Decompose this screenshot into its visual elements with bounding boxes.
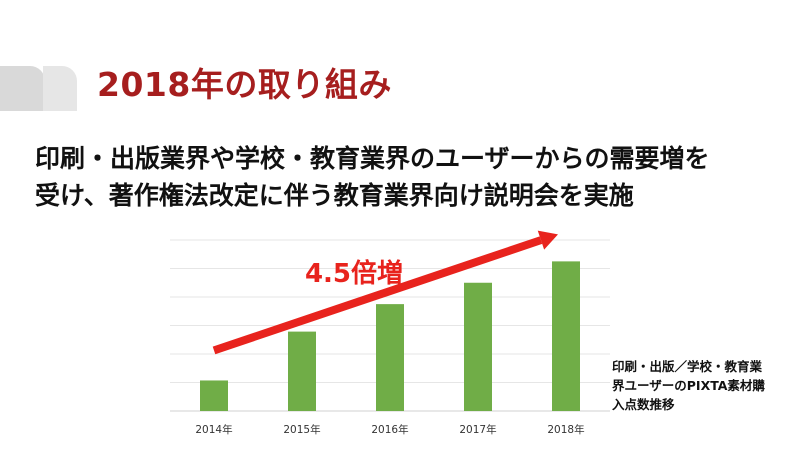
arrow-shaft: [212, 236, 543, 355]
bars: [200, 261, 580, 411]
subtitle-line-2: 受け、著作権法改定に伴う教育業界向け説明会を実施: [35, 181, 634, 210]
caption-line-1: 印刷・出版／学校・教育業: [612, 359, 763, 374]
x-tick-label: 2015年: [283, 423, 320, 436]
bar: [376, 304, 404, 411]
corner-shape: [0, 66, 45, 111]
bar: [200, 380, 228, 411]
subtitle: 印刷・出版業界や学校・教育業界のユーザーからの需要増を 受け、著作権法改定に伴う…: [35, 140, 710, 214]
growth-annotation-label: 4.5倍増: [305, 258, 403, 289]
page-title: 2018年の取り組み: [97, 65, 392, 104]
bar: [464, 282, 492, 411]
corner-shape-inner: [43, 66, 77, 111]
arrow-head: [537, 230, 558, 250]
corner-decoration: [0, 66, 77, 111]
x-tick-label: 2016年: [371, 423, 408, 436]
x-tick-label: 2017年: [459, 423, 496, 436]
caption-line-2: 界ユーザーのPIXTA素材購: [612, 378, 765, 393]
x-tick-labels: 2014年 2015年 2016年 2017年 2018年: [195, 423, 584, 436]
chart-caption: 印刷・出版／学校・教育業 界ユーザーのPIXTA素材購 入点数推移: [612, 357, 792, 414]
bar: [552, 261, 580, 411]
growth-arrow: [212, 230, 558, 355]
bar: [288, 331, 316, 411]
x-tick-label: 2018年: [547, 423, 584, 436]
subtitle-line-1: 印刷・出版業界や学校・教育業界のユーザーからの需要増を: [35, 144, 710, 173]
caption-line-3: 入点数推移: [612, 397, 675, 412]
x-tick-label: 2014年: [195, 423, 232, 436]
